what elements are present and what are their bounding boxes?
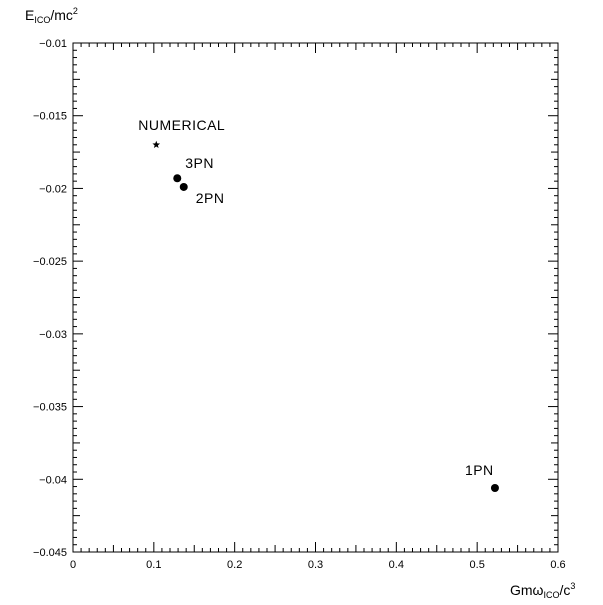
y-tick-label: −0.03 [39, 329, 67, 341]
x-tick-label: 0.1 [146, 559, 161, 571]
x-axis-title-sub: ICO [543, 590, 559, 600]
y-tick-label: −0.045 [33, 547, 67, 559]
point-label: 2PN [196, 190, 225, 206]
point-label: 1PN [465, 462, 494, 478]
y-tick-label: −0.025 [33, 256, 67, 268]
point-label: 3PN [185, 155, 214, 171]
data-point [173, 174, 182, 183]
y-tick-label: −0.035 [33, 402, 67, 414]
x-tick-label: 0.2 [227, 559, 242, 571]
y-axis-title-sub: ICO [34, 15, 50, 25]
y-axis-title: EICO/mc2 [25, 6, 78, 25]
y-tick-label: −0.04 [39, 474, 67, 486]
x-tick-labels: 0 0.1 0.2 0.3 0.4 0.5 0.6 [70, 559, 566, 571]
x-tick-label: 0 [70, 559, 76, 571]
y-tick-label: −0.02 [39, 183, 67, 195]
y-tick-labels: −0.01 −0.015 −0.02 −0.025 −0.03 −0.035 −0.04 −0… [33, 38, 67, 559]
x-tick-label: 0.5 [470, 559, 485, 571]
points-layer: NUMERICAL 3PN 2PN 1PN [138, 117, 499, 493]
y-axis-title-tail: /mc [50, 7, 73, 23]
data-point-star [152, 140, 161, 149]
y-tick-label: −0.01 [39, 38, 67, 50]
ticks-layer [72, 42, 559, 553]
y-axis-title-main: E [25, 7, 34, 23]
y-tick-label: −0.015 [33, 111, 67, 123]
x-tick-label: 0.4 [389, 559, 404, 571]
x-axis-title: GmωICO/c3 [510, 581, 575, 600]
y-axis-title-sup: 2 [73, 6, 78, 16]
point-label: NUMERICAL [138, 117, 225, 133]
x-axis-title-sup: 3 [570, 581, 575, 591]
data-point [179, 182, 188, 191]
x-axis-title-main: Gmω [510, 582, 544, 598]
data-point [490, 484, 499, 493]
x-axis-title-tail: /c [560, 582, 571, 598]
x-tick-label: 0.3 [308, 559, 323, 571]
x-tick-label: 0.6 [550, 559, 565, 571]
